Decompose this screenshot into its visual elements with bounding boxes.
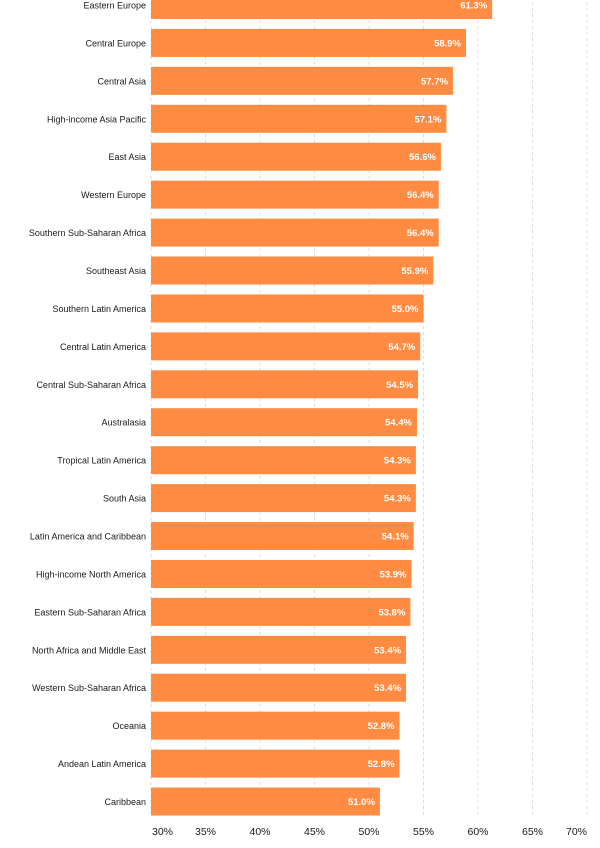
- bar: [151, 218, 439, 247]
- bar: [151, 104, 447, 133]
- category-label: Oceania: [112, 721, 146, 731]
- bar-value-label: 53.8%: [378, 607, 405, 618]
- bar-value-label: 53.4%: [374, 683, 401, 694]
- bar: [151, 559, 412, 588]
- category-label: Southeast Asia: [86, 266, 146, 276]
- category-label: North Africa and Middle East: [32, 645, 147, 655]
- bar-value-label: 56.4%: [407, 190, 434, 201]
- category-label: Southern Sub-Saharan Africa: [29, 228, 146, 238]
- bar: [151, 597, 411, 626]
- bar-value-label: 55.0%: [392, 304, 419, 315]
- bar-value-label: 54.3%: [384, 456, 411, 467]
- category-label: Southern Latin America: [52, 304, 146, 314]
- bar: [151, 0, 493, 19]
- bar: [151, 142, 441, 171]
- bar-value-label: 58.9%: [434, 38, 461, 49]
- bar: [151, 294, 424, 323]
- bar-value-label: 61.3%: [460, 1, 487, 12]
- category-label: High-income North America: [36, 569, 146, 579]
- bar: [151, 180, 439, 209]
- category-label: Central Europe: [85, 38, 146, 48]
- bar-value-label: 53.4%: [374, 645, 401, 656]
- bar-value-label: 54.4%: [385, 418, 412, 429]
- bar: [151, 484, 416, 513]
- bar-value-label: 56.6%: [409, 152, 436, 163]
- x-tick-label: 45%: [304, 826, 325, 838]
- x-tick-label: 65%: [522, 826, 543, 838]
- bar-value-label: 56.4%: [407, 228, 434, 239]
- bar-value-label: 54.1%: [382, 532, 409, 543]
- bars: [151, 0, 493, 816]
- bar: [151, 332, 421, 361]
- x-tick-label: 30%: [152, 826, 173, 838]
- category-label: Eastern Europe: [83, 1, 146, 11]
- bar-value-label: 54.3%: [384, 494, 411, 505]
- x-axis-tick-labels: 30% 35% 40% 45% 50% 55% 60% 65% 70%: [152, 826, 587, 838]
- category-label: Australasia: [101, 418, 146, 428]
- bar: [151, 673, 407, 702]
- category-label: High-income Asia Pacific: [47, 114, 147, 124]
- category-label: Tropical Latin America: [57, 456, 146, 466]
- bar: [151, 66, 453, 95]
- bar: [151, 635, 407, 664]
- bar: [151, 446, 416, 475]
- x-tick-label: 70%: [566, 826, 587, 838]
- x-tick-label: 35%: [195, 826, 216, 838]
- category-label: Central Sub-Saharan Africa: [36, 380, 146, 390]
- bar: [151, 370, 419, 399]
- category-label: Andean Latin America: [58, 759, 146, 769]
- x-tick-label: 50%: [358, 826, 379, 838]
- bar-value-label: 52.8%: [368, 759, 395, 770]
- bar-value-label: 51.0%: [348, 797, 375, 808]
- bar-value-label: 54.7%: [388, 342, 415, 353]
- bar: [151, 787, 380, 816]
- category-label: East Asia: [108, 152, 146, 162]
- x-tick-label: 60%: [467, 826, 488, 838]
- bar: [151, 711, 400, 740]
- bar: [151, 408, 417, 437]
- bar-value-label: 52.8%: [368, 721, 395, 732]
- category-labels: Eastern Europe Central Europe Central Asia…: [29, 1, 147, 808]
- bar: [151, 28, 467, 57]
- category-label: Caribbean: [104, 797, 146, 807]
- bar: [151, 749, 400, 778]
- bar: [151, 256, 434, 285]
- bar-value-label: 53.9%: [380, 569, 407, 580]
- bar-value-label: 55.9%: [401, 266, 428, 277]
- value-labels: 61.3% 58.9% 57.7% 57.1% 56.6% 56.4% 56.4% 55.9%…: [348, 1, 488, 809]
- category-label: Western Europe: [81, 190, 146, 200]
- category-label: South Asia: [103, 494, 146, 504]
- category-label: Eastern Sub-Saharan Africa: [34, 607, 146, 617]
- x-tick-label: 55%: [413, 826, 434, 838]
- category-label: Latin America and Caribbean: [30, 532, 146, 542]
- x-tick-label: 40%: [249, 826, 270, 838]
- bar-value-label: 57.1%: [414, 114, 441, 125]
- bar-value-label: 54.5%: [386, 380, 413, 391]
- bar: [151, 522, 414, 551]
- category-label: Central Latin America: [60, 342, 146, 352]
- bar-value-label: 57.7%: [421, 76, 448, 87]
- category-label: Western Sub-Saharan Africa: [32, 683, 146, 693]
- category-label: Central Asia: [97, 76, 146, 86]
